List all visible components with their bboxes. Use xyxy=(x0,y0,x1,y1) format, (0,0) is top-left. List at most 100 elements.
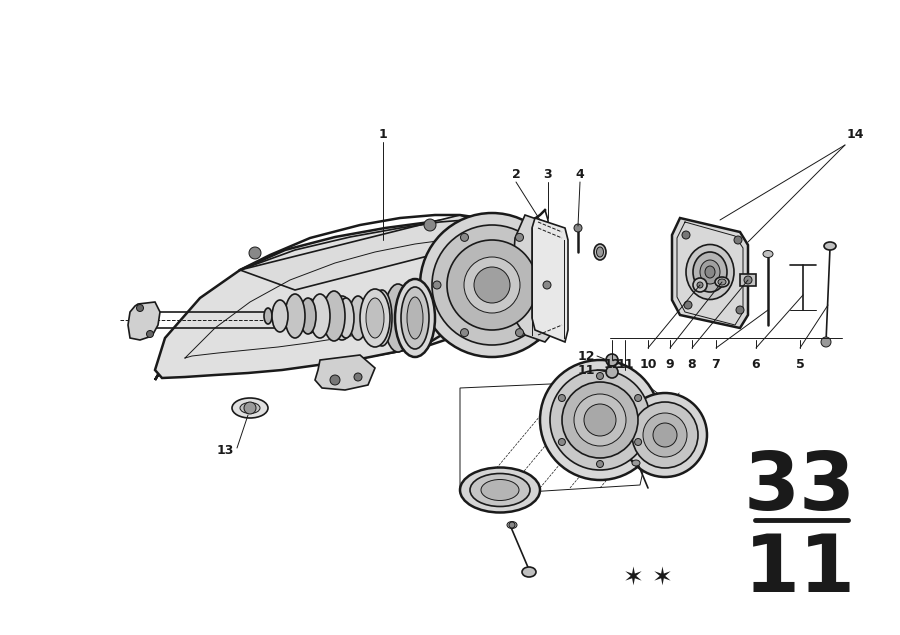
Ellipse shape xyxy=(366,298,384,338)
Circle shape xyxy=(424,219,436,231)
Bar xyxy=(740,274,756,286)
Circle shape xyxy=(509,522,515,528)
Circle shape xyxy=(461,234,469,241)
Ellipse shape xyxy=(460,467,540,512)
Circle shape xyxy=(540,360,660,480)
Ellipse shape xyxy=(232,398,268,418)
Ellipse shape xyxy=(700,260,720,284)
Circle shape xyxy=(461,329,469,337)
Text: 33: 33 xyxy=(744,449,856,527)
Text: 12: 12 xyxy=(578,349,595,363)
Text: 8: 8 xyxy=(688,358,697,370)
Text: 12: 12 xyxy=(603,358,621,370)
Text: 11: 11 xyxy=(578,363,595,377)
Circle shape xyxy=(433,281,441,289)
Ellipse shape xyxy=(336,303,348,333)
Circle shape xyxy=(693,278,707,292)
Ellipse shape xyxy=(300,298,316,334)
Circle shape xyxy=(420,213,564,357)
Ellipse shape xyxy=(285,294,305,338)
Circle shape xyxy=(606,354,618,366)
Ellipse shape xyxy=(522,567,536,577)
Ellipse shape xyxy=(763,250,773,258)
Circle shape xyxy=(474,267,510,303)
Ellipse shape xyxy=(349,296,367,340)
Ellipse shape xyxy=(338,298,354,338)
Ellipse shape xyxy=(285,306,295,326)
Ellipse shape xyxy=(264,308,272,324)
Circle shape xyxy=(643,413,687,457)
Circle shape xyxy=(653,423,677,447)
Ellipse shape xyxy=(310,294,330,338)
Ellipse shape xyxy=(597,247,604,257)
Ellipse shape xyxy=(718,279,726,285)
Text: 5: 5 xyxy=(796,358,805,370)
Circle shape xyxy=(744,276,752,284)
Ellipse shape xyxy=(401,287,429,349)
Text: 9: 9 xyxy=(666,358,674,370)
Ellipse shape xyxy=(323,291,345,341)
Circle shape xyxy=(597,460,604,467)
Ellipse shape xyxy=(705,266,715,278)
Ellipse shape xyxy=(470,474,530,507)
Text: 7: 7 xyxy=(712,358,720,370)
Circle shape xyxy=(634,394,642,401)
Circle shape xyxy=(632,402,698,468)
Ellipse shape xyxy=(686,244,734,300)
Ellipse shape xyxy=(507,521,517,528)
Ellipse shape xyxy=(824,242,836,250)
Circle shape xyxy=(697,282,703,288)
Polygon shape xyxy=(155,218,495,378)
Circle shape xyxy=(623,393,707,477)
Circle shape xyxy=(821,337,831,347)
Circle shape xyxy=(464,257,520,313)
Circle shape xyxy=(550,370,650,470)
Ellipse shape xyxy=(372,290,392,346)
Circle shape xyxy=(354,373,362,381)
Polygon shape xyxy=(128,302,160,340)
Circle shape xyxy=(684,301,692,309)
Ellipse shape xyxy=(594,244,606,260)
Ellipse shape xyxy=(397,280,433,356)
Circle shape xyxy=(558,439,565,446)
Ellipse shape xyxy=(395,279,435,357)
Ellipse shape xyxy=(362,294,378,342)
Circle shape xyxy=(543,281,551,289)
Circle shape xyxy=(574,224,582,232)
Polygon shape xyxy=(512,215,558,342)
Circle shape xyxy=(734,236,742,244)
Circle shape xyxy=(606,366,618,378)
Circle shape xyxy=(574,394,626,446)
Polygon shape xyxy=(315,355,375,390)
Text: 1: 1 xyxy=(379,128,387,142)
Circle shape xyxy=(558,394,565,401)
Circle shape xyxy=(634,439,642,446)
Ellipse shape xyxy=(240,403,260,413)
Ellipse shape xyxy=(306,305,314,327)
Text: 11: 11 xyxy=(616,358,634,370)
Ellipse shape xyxy=(331,296,353,340)
Ellipse shape xyxy=(693,252,727,292)
Text: 10: 10 xyxy=(639,358,657,370)
Circle shape xyxy=(584,404,616,436)
Circle shape xyxy=(516,234,524,241)
Ellipse shape xyxy=(272,300,288,332)
Text: 11: 11 xyxy=(744,531,856,609)
Circle shape xyxy=(597,373,604,380)
Circle shape xyxy=(244,402,256,414)
Text: 4: 4 xyxy=(576,168,584,182)
Circle shape xyxy=(249,247,261,259)
Ellipse shape xyxy=(632,460,640,466)
Text: 2: 2 xyxy=(511,168,520,182)
Ellipse shape xyxy=(407,297,423,339)
Text: 3: 3 xyxy=(544,168,553,182)
Text: 6: 6 xyxy=(752,358,760,370)
Circle shape xyxy=(330,375,340,385)
Circle shape xyxy=(432,225,552,345)
Ellipse shape xyxy=(481,479,519,500)
Polygon shape xyxy=(155,252,495,380)
Polygon shape xyxy=(240,215,510,290)
Ellipse shape xyxy=(715,277,729,287)
Circle shape xyxy=(147,330,154,337)
Circle shape xyxy=(682,231,690,239)
